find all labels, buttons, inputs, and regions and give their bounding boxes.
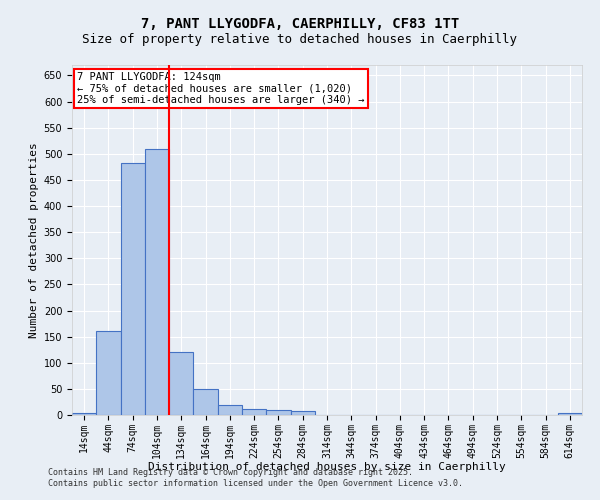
Text: Size of property relative to detached houses in Caerphilly: Size of property relative to detached ho… (83, 32, 517, 46)
Bar (121, 162, 145, 415)
Bar (169, 352, 193, 415)
Bar (290, 411, 315, 415)
Text: Contains HM Land Registry data © Crown copyright and database right 2025.
Contai: Contains HM Land Registry data © Crown c… (48, 468, 463, 487)
Bar (242, 408, 266, 415)
X-axis label: Distribution of detached houses by size in Caerphilly: Distribution of detached houses by size … (148, 462, 506, 472)
Bar (558, 414, 582, 415)
Bar (145, 148, 169, 415)
Bar (72, 413, 96, 415)
Text: 7 PANT LLYGODFA: 124sqm
← 75% of detached houses are smaller (1,020)
25% of semi: 7 PANT LLYGODFA: 124sqm ← 75% of detache… (77, 72, 365, 105)
Bar (218, 404, 242, 415)
Bar (193, 389, 218, 415)
Bar (96, 332, 121, 415)
Y-axis label: Number of detached properties: Number of detached properties (29, 142, 40, 338)
Text: 7, PANT LLYGODFA, CAERPHILLY, CF83 1TT: 7, PANT LLYGODFA, CAERPHILLY, CF83 1TT (141, 18, 459, 32)
Bar (266, 410, 290, 415)
